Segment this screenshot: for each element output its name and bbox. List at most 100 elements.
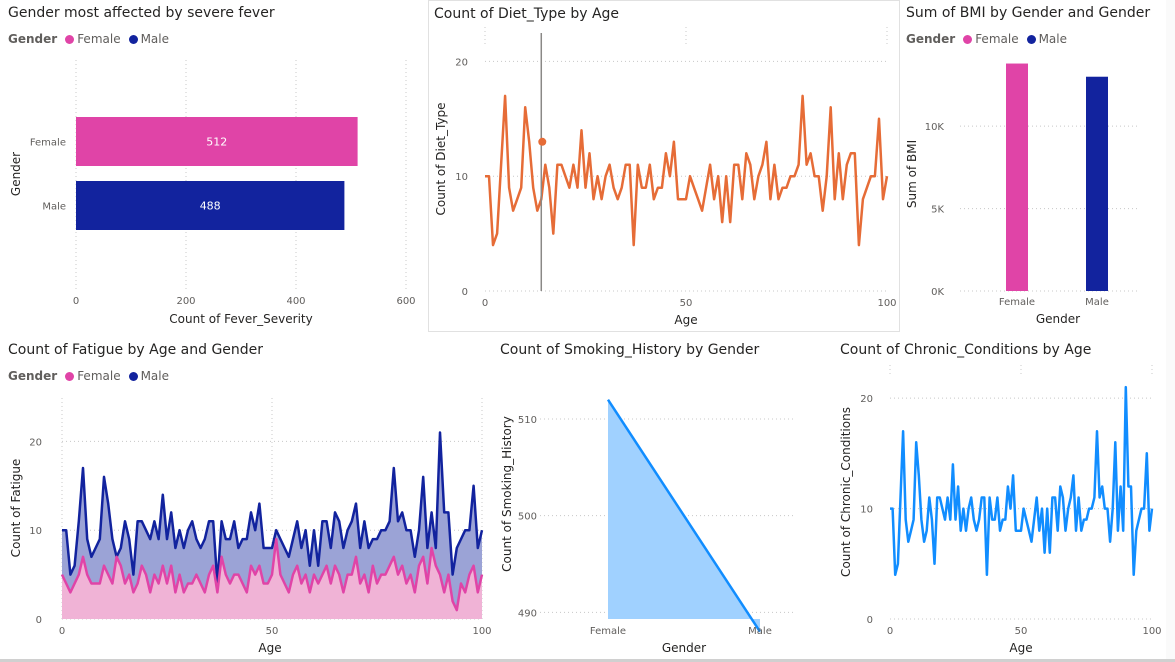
chart-legend[interactable]: Gender Female Male bbox=[906, 32, 1071, 46]
x-tick-label: 50 bbox=[1015, 626, 1028, 637]
bar-male bbox=[1086, 76, 1108, 291]
male-dot-icon bbox=[1026, 34, 1036, 44]
legend-item-female[interactable]: Female bbox=[65, 32, 121, 46]
y-axis-title: Count of Chronic_Conditions bbox=[839, 407, 853, 577]
x-tick-label: 50 bbox=[680, 298, 693, 309]
x-tick-label: Male bbox=[1085, 297, 1109, 308]
bar-data-label: 512 bbox=[206, 136, 227, 149]
x-tick-label: Male bbox=[748, 626, 772, 637]
y-tick-label: 20 bbox=[29, 437, 42, 448]
series-line bbox=[890, 385, 1154, 577]
fatigue-chart[interactable]: Count of Fatigue by Age and Gender Gende… bbox=[0, 336, 494, 659]
female-dot-icon bbox=[65, 34, 75, 44]
x-tick-label: 0 bbox=[482, 298, 488, 309]
x-tick-label: 100 bbox=[1142, 626, 1161, 637]
y-tick-label: 0K bbox=[931, 287, 944, 298]
bottom-edge-strip bbox=[0, 659, 1175, 662]
y-tick-label: 0 bbox=[867, 615, 873, 626]
y-axis-title: Count of Smoking_History bbox=[500, 416, 514, 572]
legend-label: Male bbox=[140, 32, 170, 46]
bmi-chart[interactable]: Sum of BMI by Gender and Gender Gender F… bbox=[902, 0, 1164, 330]
male-line bbox=[62, 431, 484, 585]
y-tick-label: 10 bbox=[455, 172, 468, 183]
smoking-history-chart[interactable]: Count of Smoking_History by Gender 490 50… bbox=[494, 336, 830, 659]
x-tick-label: 50 bbox=[266, 626, 279, 637]
chart-title: Count of Diet_Type by Age bbox=[434, 6, 620, 22]
x-axis-title: Gender bbox=[1036, 312, 1080, 326]
smoking-line bbox=[606, 399, 762, 633]
legend-label: Female bbox=[77, 32, 121, 46]
y-axis-title: Count of Fatigue bbox=[9, 459, 23, 558]
y-tick-label: 20 bbox=[860, 394, 873, 405]
legend-title: Gender bbox=[8, 32, 58, 46]
y-tick-label: 10 bbox=[860, 505, 873, 516]
y-tick-label: 10 bbox=[29, 526, 42, 537]
female-dot-icon bbox=[963, 34, 973, 44]
y-tick-label: 5K bbox=[931, 205, 944, 216]
x-tick-label: Female bbox=[999, 297, 1035, 308]
y-axis-title: Sum of BMI bbox=[905, 140, 919, 208]
x-axis-title: Gender bbox=[662, 641, 706, 655]
y-tick-label: 510 bbox=[518, 415, 537, 426]
chart-legend[interactable]: Gender Female Male bbox=[8, 32, 173, 46]
bar-female bbox=[1006, 63, 1028, 291]
x-tick-label: 600 bbox=[396, 296, 415, 307]
x-tick-label: 200 bbox=[176, 296, 195, 307]
fever-severity-chart[interactable]: Gender most affected by severe fever Gen… bbox=[0, 0, 424, 330]
male-dot-icon bbox=[128, 34, 138, 44]
female-area bbox=[62, 539, 482, 619]
male-dot-icon bbox=[128, 371, 138, 381]
x-tick-label: 100 bbox=[877, 298, 896, 309]
legend-label: Male bbox=[1038, 32, 1068, 46]
legend-item-female[interactable]: Female bbox=[963, 32, 1019, 46]
chart-legend[interactable]: Gender Female Male bbox=[8, 369, 173, 383]
y-axis-title: Gender bbox=[9, 152, 23, 196]
chart-title: Count of Smoking_History by Gender bbox=[500, 342, 760, 358]
x-tick-label: 400 bbox=[286, 296, 305, 307]
chart-title: Sum of BMI by Gender and Gender bbox=[906, 5, 1151, 21]
x-tick-label: Female bbox=[590, 626, 626, 637]
chart-title: Count of Fatigue by Age and Gender bbox=[8, 342, 264, 358]
diet-type-chart[interactable]: Count of Diet_Type by Age 0 50 100 0 10 20 Age… bbox=[428, 0, 900, 332]
legend-label: Female bbox=[77, 369, 121, 383]
chart-title: Gender most affected by severe fever bbox=[8, 5, 275, 21]
diet-chart-svg: 0 50 100 0 10 20 Age Count of Diet_Type bbox=[434, 27, 897, 327]
chronic-chart-svg: 0 50 100 0 10 20 Age Count of Chronic_Condition… bbox=[839, 365, 1162, 655]
legend-item-male[interactable]: Male bbox=[1026, 32, 1068, 46]
legend-item-female[interactable]: Female bbox=[65, 369, 121, 383]
y-tick-label: Female bbox=[30, 138, 66, 149]
right-edge-strip bbox=[1166, 0, 1175, 662]
x-axis-title: Age bbox=[1009, 641, 1032, 655]
fever-chart-svg: 0 200 400 600 512 Female 488 Male Count of Fever… bbox=[9, 60, 416, 326]
x-axis-title: Count of Fever_Severity bbox=[169, 312, 312, 326]
legend-title: Gender bbox=[906, 32, 956, 46]
hover-point bbox=[538, 137, 547, 146]
legend-item-male[interactable]: Male bbox=[128, 369, 170, 383]
y-tick-label: 490 bbox=[518, 608, 537, 619]
bmi-chart-svg: 0K 5K 10K Female Male Gender Sum of BMI bbox=[905, 63, 1137, 326]
female-line bbox=[60, 537, 484, 612]
legend-item-male[interactable]: Male bbox=[128, 32, 170, 46]
smoking-chart-svg: 490 500 510 Female Male Gender Count of Smokin… bbox=[500, 399, 794, 655]
legend-title: Gender bbox=[8, 369, 58, 383]
bar-data-label: 488 bbox=[200, 200, 221, 213]
y-tick-label: 500 bbox=[518, 512, 537, 523]
bar-female bbox=[76, 117, 358, 166]
series-line bbox=[485, 94, 889, 247]
y-axis-title: Count of Diet_Type bbox=[434, 102, 448, 215]
legend-label: Male bbox=[140, 369, 170, 383]
bar-male bbox=[76, 181, 345, 230]
fatigue-chart-svg: 0 50 100 0 10 20 Age Count of Fatigue bbox=[9, 398, 492, 655]
y-tick-label: Male bbox=[42, 202, 66, 213]
chronic-conditions-chart[interactable]: Count of Chronic_Conditions by Age 0 50 10… bbox=[832, 336, 1166, 659]
y-tick-label: 0 bbox=[462, 287, 468, 298]
x-tick-label: 0 bbox=[73, 296, 79, 307]
y-tick-label: 0 bbox=[36, 615, 42, 626]
chart-title: Count of Chronic_Conditions by Age bbox=[840, 342, 1092, 358]
female-dot-icon bbox=[65, 371, 75, 381]
y-tick-label: 10K bbox=[925, 122, 945, 133]
x-tick-label: 0 bbox=[59, 626, 65, 637]
x-axis-title: Age bbox=[674, 313, 697, 327]
legend-label: Female bbox=[975, 32, 1019, 46]
